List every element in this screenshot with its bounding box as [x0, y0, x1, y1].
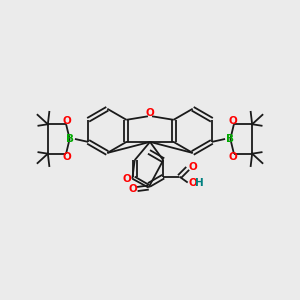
Text: O: O	[63, 116, 72, 126]
Text: H: H	[194, 178, 203, 188]
Text: O: O	[189, 178, 197, 188]
Text: B: B	[66, 134, 74, 144]
Text: O: O	[63, 152, 72, 162]
Text: O: O	[128, 184, 137, 194]
Text: O: O	[146, 108, 154, 118]
Text: O: O	[228, 152, 237, 162]
Text: O: O	[188, 162, 197, 172]
Text: O: O	[123, 174, 131, 184]
Text: O: O	[228, 116, 237, 126]
Text: B: B	[226, 134, 234, 144]
